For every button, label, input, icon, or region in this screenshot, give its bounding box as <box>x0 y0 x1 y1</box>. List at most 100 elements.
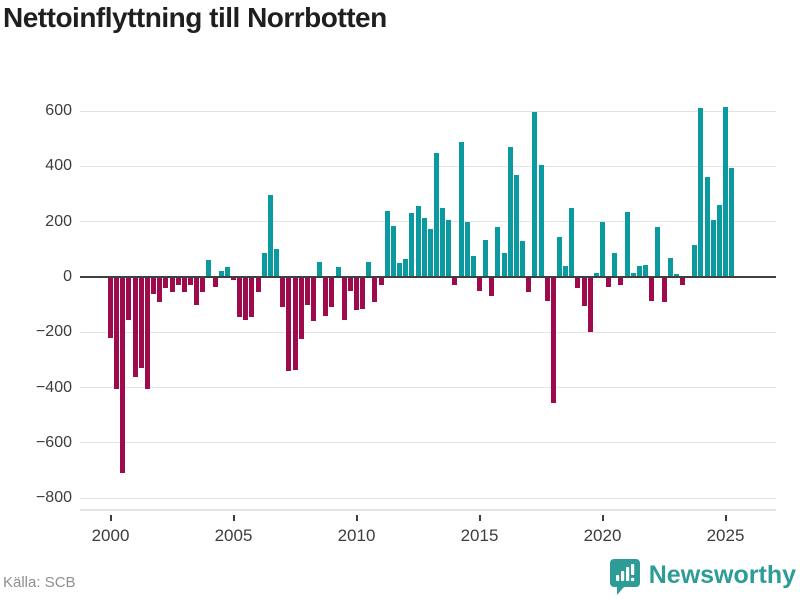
bar <box>317 261 323 277</box>
bar <box>643 264 649 277</box>
bar <box>470 256 476 277</box>
bar <box>261 253 267 277</box>
chart-title: Nettoinflyttning till Norrbotten <box>3 2 387 33</box>
x-axis-tick-label: 2005 <box>214 526 253 545</box>
bar <box>563 265 569 277</box>
bar <box>138 277 144 369</box>
bar <box>397 263 403 277</box>
bar <box>729 167 735 277</box>
bar <box>280 277 286 308</box>
bar <box>723 106 728 277</box>
bar <box>667 257 673 277</box>
bar <box>169 277 175 293</box>
zero-line <box>80 276 776 278</box>
bar <box>384 210 390 277</box>
bar <box>655 227 661 277</box>
bar <box>274 249 280 277</box>
bar <box>372 277 378 302</box>
bar <box>341 277 347 320</box>
bar <box>704 177 710 277</box>
gridline-y-400 <box>80 165 776 167</box>
bar <box>163 277 169 289</box>
x-axis-tick-mark <box>601 515 604 521</box>
bar <box>194 277 200 305</box>
bar <box>409 213 415 277</box>
bar <box>231 277 236 280</box>
y-axis-tick-label: −200 <box>35 323 72 341</box>
bar <box>249 277 255 318</box>
bar <box>286 277 292 371</box>
bar <box>575 277 581 289</box>
bar <box>175 277 181 286</box>
x-axis-line <box>80 509 776 511</box>
bar <box>606 277 612 287</box>
y-axis-tick-label: −800 <box>35 489 72 507</box>
y-axis-tick-label: −600 <box>35 433 72 451</box>
bar <box>673 274 679 277</box>
bar <box>587 277 593 333</box>
bar <box>716 205 722 277</box>
bar <box>212 277 218 287</box>
y-axis-tick-label: 400 <box>45 157 72 175</box>
bar <box>187 277 193 286</box>
bar <box>378 277 384 286</box>
bar <box>458 141 464 277</box>
bar <box>108 277 113 338</box>
bar <box>267 195 273 277</box>
bar <box>218 271 224 277</box>
bar <box>144 277 150 389</box>
bar <box>526 277 532 293</box>
x-axis-tick-label: 2020 <box>583 526 622 545</box>
gridline-y--200 <box>80 331 776 333</box>
bar <box>157 277 163 302</box>
bar <box>532 112 538 277</box>
bar <box>310 277 316 322</box>
y-axis-tick-label: 200 <box>45 212 72 230</box>
x-axis-tick-label: 2015 <box>460 526 499 545</box>
bar <box>452 277 458 286</box>
bar <box>132 277 138 377</box>
brand-name: Newsworthy <box>648 561 796 589</box>
bar <box>581 277 587 307</box>
bar <box>304 277 310 305</box>
x-axis-tick-label: 2010 <box>337 526 376 545</box>
bar <box>618 277 624 286</box>
bar <box>550 277 556 403</box>
bar <box>692 245 698 277</box>
bar <box>446 220 452 277</box>
bar <box>323 277 329 316</box>
bar <box>335 267 341 277</box>
gridline-y--400 <box>80 387 776 389</box>
x-axis-tick-mark <box>232 515 235 521</box>
source-label: Källa: SCB <box>3 574 76 591</box>
x-axis-tick-mark <box>109 515 112 521</box>
bar <box>366 261 372 277</box>
bar <box>360 277 366 309</box>
bar <box>224 267 230 277</box>
newsworthy-logo: Newsworthy <box>609 558 796 600</box>
bar <box>624 212 630 277</box>
bar <box>483 239 489 277</box>
bar <box>390 225 396 277</box>
y-axis-tick-label: 0 <box>63 268 72 285</box>
newsworthy-pin-bar-chart-icon <box>609 558 640 600</box>
bar <box>255 277 261 293</box>
bar <box>354 277 359 311</box>
bar <box>298 277 304 340</box>
bar <box>636 265 642 277</box>
bar <box>427 228 433 277</box>
x-axis-tick-mark <box>355 515 358 521</box>
bar <box>181 277 187 293</box>
gridline-y-200 <box>80 221 776 223</box>
bar <box>433 152 439 277</box>
bar <box>347 277 353 291</box>
bar <box>403 259 409 277</box>
y-axis-tick-label: 600 <box>45 102 72 120</box>
bar <box>477 277 482 291</box>
bar <box>200 277 206 293</box>
bar <box>237 277 243 318</box>
bar <box>600 221 605 277</box>
x-axis-tick-mark <box>478 515 481 521</box>
bar <box>507 147 513 277</box>
